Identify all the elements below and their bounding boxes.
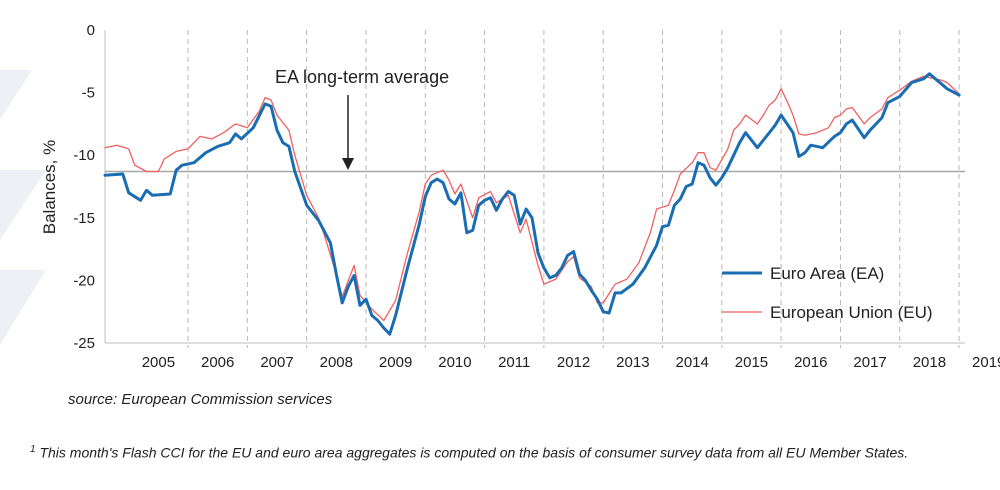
background-stripe (0, 70, 32, 120)
x-tick-label: 2019 (972, 354, 1000, 371)
footnote-mark: 1 (30, 444, 36, 455)
x-tick-label: 2012 (557, 354, 590, 371)
y-axis-ticks: 0 -5 -10 -15 -20 -25 (73, 22, 95, 352)
x-axis-ticks: 2005 2006 2007 2008 2009 2010 2011 2012 2013 2014… (142, 354, 1000, 371)
background-stripe (0, 270, 46, 345)
x-tick-label: 2010 (438, 354, 471, 371)
x-tick-label: 2018 (913, 354, 946, 371)
x-tick-label: 2005 (142, 354, 175, 371)
y-tick-label: -25 (73, 335, 95, 352)
x-tick-label: 2016 (794, 354, 827, 371)
legend-item-euro-area: Euro Area (EA) (722, 264, 884, 283)
vertical-grid (187, 30, 960, 348)
x-tick-label: 2015 (735, 354, 768, 371)
footnote: 1 This month's Flash CCI for the EU and … (30, 440, 970, 463)
background-stripe (0, 170, 46, 240)
x-tick-label: 2017 (853, 354, 886, 371)
source-note: source: European Commission services (68, 391, 333, 408)
y-tick-label: -20 (73, 272, 95, 289)
x-tick-label: 2008 (320, 354, 353, 371)
series-line-european-union (104, 75, 960, 322)
legend-label: European Union (EU) (770, 303, 933, 322)
x-tick-label: 2009 (379, 354, 412, 371)
x-tick-label: 2007 (260, 354, 293, 371)
y-tick-label: 0 (87, 22, 95, 39)
y-tick-label: -5 (82, 85, 95, 102)
x-tick-label: 2011 (498, 354, 530, 371)
legend: Euro Area (EA) European Union (EU) (722, 264, 933, 322)
x-tick-label: 2013 (616, 354, 649, 371)
legend-label: Euro Area (EA) (770, 264, 884, 283)
legend-item-european-union: European Union (EU) (722, 303, 933, 322)
ea-long-term-average-label: EA long-term average (275, 67, 449, 87)
annotation-arrow (342, 95, 354, 170)
y-tick-label: -15 (73, 210, 95, 227)
consumer-confidence-chart: 0 -5 -10 -15 -20 -25 2005 2006 2007 2008 2009 2010… (40, 22, 1000, 371)
x-tick-label: 2006 (201, 354, 234, 371)
series-line-euro-area (103, 72, 961, 336)
footnote-text: This month's Flash CCI for the EU and eu… (35, 444, 909, 461)
x-tick-label: 2014 (675, 354, 708, 371)
y-axis-label: Balances, % (40, 140, 59, 235)
y-tick-label: -10 (73, 147, 95, 164)
axes (104, 30, 965, 344)
series-lines (103, 72, 961, 336)
